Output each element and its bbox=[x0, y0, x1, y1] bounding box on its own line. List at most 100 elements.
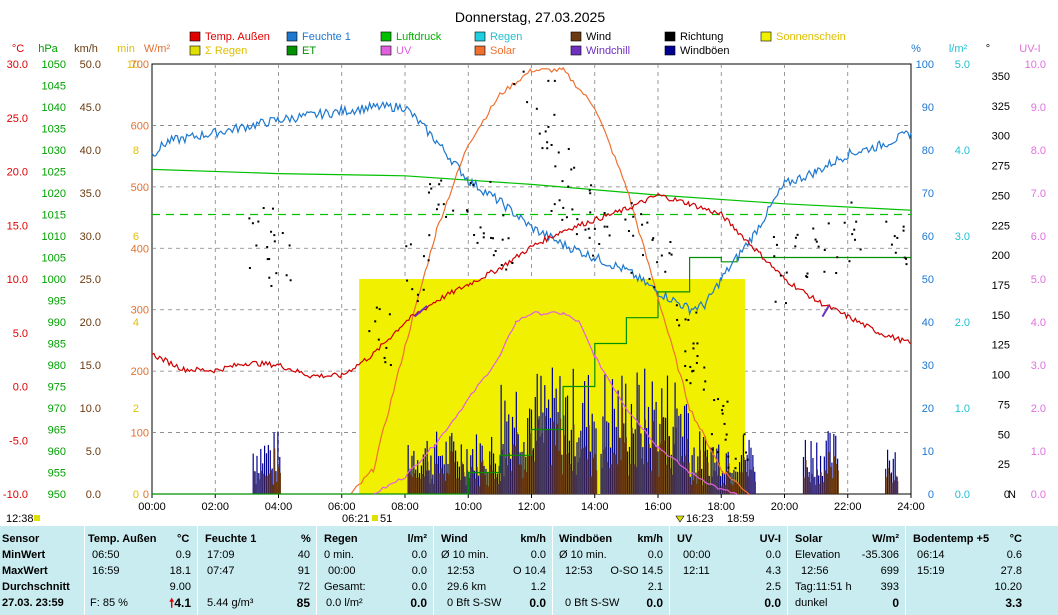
pressure-axis-unit: hPa bbox=[38, 43, 58, 55]
soil-r2-time: 15:19 bbox=[917, 565, 945, 577]
direction-dot bbox=[377, 338, 380, 341]
wind-unit: km/h bbox=[520, 533, 546, 545]
direction-dot bbox=[584, 228, 587, 231]
gust-unit: km/h bbox=[637, 533, 663, 545]
soil-r2: 27.8 bbox=[1000, 565, 1022, 577]
pressure-tick-label: 965 bbox=[48, 425, 66, 437]
pressure-tick-label: 1010 bbox=[42, 231, 66, 243]
direction-dot bbox=[422, 288, 425, 291]
direction-dot bbox=[482, 236, 485, 239]
rain-r3: 0.0 bbox=[411, 581, 427, 593]
direction-dot bbox=[727, 455, 730, 458]
direction-dot bbox=[409, 243, 412, 246]
legend-label: Regen bbox=[490, 31, 522, 43]
direction-dot bbox=[713, 399, 716, 402]
direction-dot bbox=[507, 237, 510, 240]
x-tick-label: 10:00 bbox=[454, 501, 482, 513]
direction-dot bbox=[466, 210, 469, 213]
uv-r1-time: 00:00 bbox=[683, 549, 711, 561]
rain-r3-label: Gesamt: bbox=[324, 581, 366, 593]
stats-gusts: Windböen km/h Ø 10 min. 0.0 12:53 O-SO 1… bbox=[553, 526, 670, 615]
direction-dot bbox=[630, 271, 633, 274]
rain-tick-label: 2.0 bbox=[955, 317, 970, 329]
pressure-tick-label: 1050 bbox=[42, 59, 66, 71]
humidity-tick-label: 90 bbox=[922, 102, 934, 114]
pressure-tick-label: 1030 bbox=[42, 145, 66, 157]
legend-swatch bbox=[570, 31, 582, 42]
stats-uv: UV UV-I 00:00 0.0 12:11 4.3 2.5 0.0 bbox=[670, 526, 788, 615]
direction-dot bbox=[587, 227, 590, 230]
uv-title: UV bbox=[677, 533, 693, 545]
x-tick-label: 02:00 bbox=[201, 501, 229, 513]
direction-dot bbox=[723, 422, 726, 425]
direction-dot bbox=[406, 279, 409, 282]
direction-dot bbox=[727, 466, 730, 469]
direction-dot bbox=[675, 304, 678, 307]
uv-tick-label: 9.0 bbox=[1031, 102, 1046, 114]
humidity-tick-label: 60 bbox=[922, 231, 934, 243]
direction-dot bbox=[275, 272, 278, 275]
legend-label: Temp. Außen bbox=[205, 31, 270, 43]
direction-dot bbox=[691, 370, 694, 373]
temp-tick-label: 25.0 bbox=[7, 113, 28, 125]
direction-dot bbox=[651, 238, 654, 241]
legend-swatch bbox=[380, 45, 392, 56]
direction-dot bbox=[711, 448, 714, 451]
solar-title: Solar bbox=[795, 533, 823, 545]
direction-dot bbox=[571, 208, 574, 211]
direction-dot bbox=[796, 233, 799, 236]
uv-unit: UV-I bbox=[759, 533, 781, 545]
legend-label: Wind bbox=[586, 31, 611, 43]
direction-dot bbox=[784, 302, 787, 305]
direction-dot bbox=[890, 243, 893, 246]
x-tick-label: 16:00 bbox=[644, 501, 672, 513]
temp-min: 0.9 bbox=[175, 549, 191, 561]
direction-dot bbox=[438, 183, 441, 186]
gust-r1-label: Ø 10 min. bbox=[559, 549, 607, 561]
direction-dot bbox=[685, 379, 688, 382]
trend-up-icon: 🠕 bbox=[169, 596, 175, 610]
direction-dot bbox=[704, 380, 707, 383]
statistics-panel: Sensor MinWert MaxWert Durchschnitt 27.0… bbox=[0, 526, 1058, 615]
uv-r3: 2.5 bbox=[765, 581, 781, 593]
legend-swatch bbox=[189, 45, 201, 56]
rain-tick-label: 3.0 bbox=[955, 231, 970, 243]
solar-tick-label: 500 bbox=[131, 182, 149, 194]
direction-axis-unit: ° bbox=[986, 43, 990, 55]
pressure-tick-label: 995 bbox=[48, 296, 66, 308]
label-sensor: Sensor bbox=[2, 533, 40, 545]
direction-dot bbox=[603, 225, 606, 228]
direction-dot bbox=[592, 254, 595, 257]
direction-dot bbox=[588, 189, 591, 192]
direction-dot bbox=[268, 276, 271, 279]
direction-tick-label: 125 bbox=[992, 340, 1010, 352]
direction-dot bbox=[248, 217, 251, 220]
direction-dot bbox=[268, 258, 271, 261]
direction-dot bbox=[696, 355, 699, 358]
solar-r2-time: 12:56 bbox=[801, 565, 829, 577]
direction-dot bbox=[814, 238, 817, 241]
direction-dot bbox=[435, 208, 438, 211]
legend-swatch bbox=[286, 31, 298, 42]
hum-min-time: 17:09 bbox=[207, 549, 235, 561]
humidity-tick-label: 40 bbox=[922, 317, 934, 329]
rain-title: Regen bbox=[324, 533, 358, 545]
direction-dot bbox=[405, 245, 408, 248]
direction-dot bbox=[547, 125, 550, 128]
legend-label: Windböen bbox=[680, 45, 730, 57]
temp-tick-label: 30.0 bbox=[7, 59, 28, 71]
direction-dot bbox=[664, 270, 667, 273]
wind-tick-label: 40.0 bbox=[80, 145, 101, 157]
wind-tick-label: 10.0 bbox=[80, 403, 101, 415]
direction-dot bbox=[567, 185, 570, 188]
rain-r4-label: 0.0 l/m² bbox=[326, 597, 363, 609]
direction-dot bbox=[416, 293, 419, 296]
uv-r1: 0.0 bbox=[765, 549, 781, 561]
direction-dot bbox=[546, 147, 549, 150]
uv-tick-label: 10.0 bbox=[1025, 59, 1046, 71]
direction-dot bbox=[465, 209, 468, 212]
rain-r1: 0.0 bbox=[411, 549, 427, 561]
solar-r2: 699 bbox=[880, 565, 899, 577]
direction-dot bbox=[476, 241, 479, 244]
direction-dot bbox=[428, 234, 431, 237]
